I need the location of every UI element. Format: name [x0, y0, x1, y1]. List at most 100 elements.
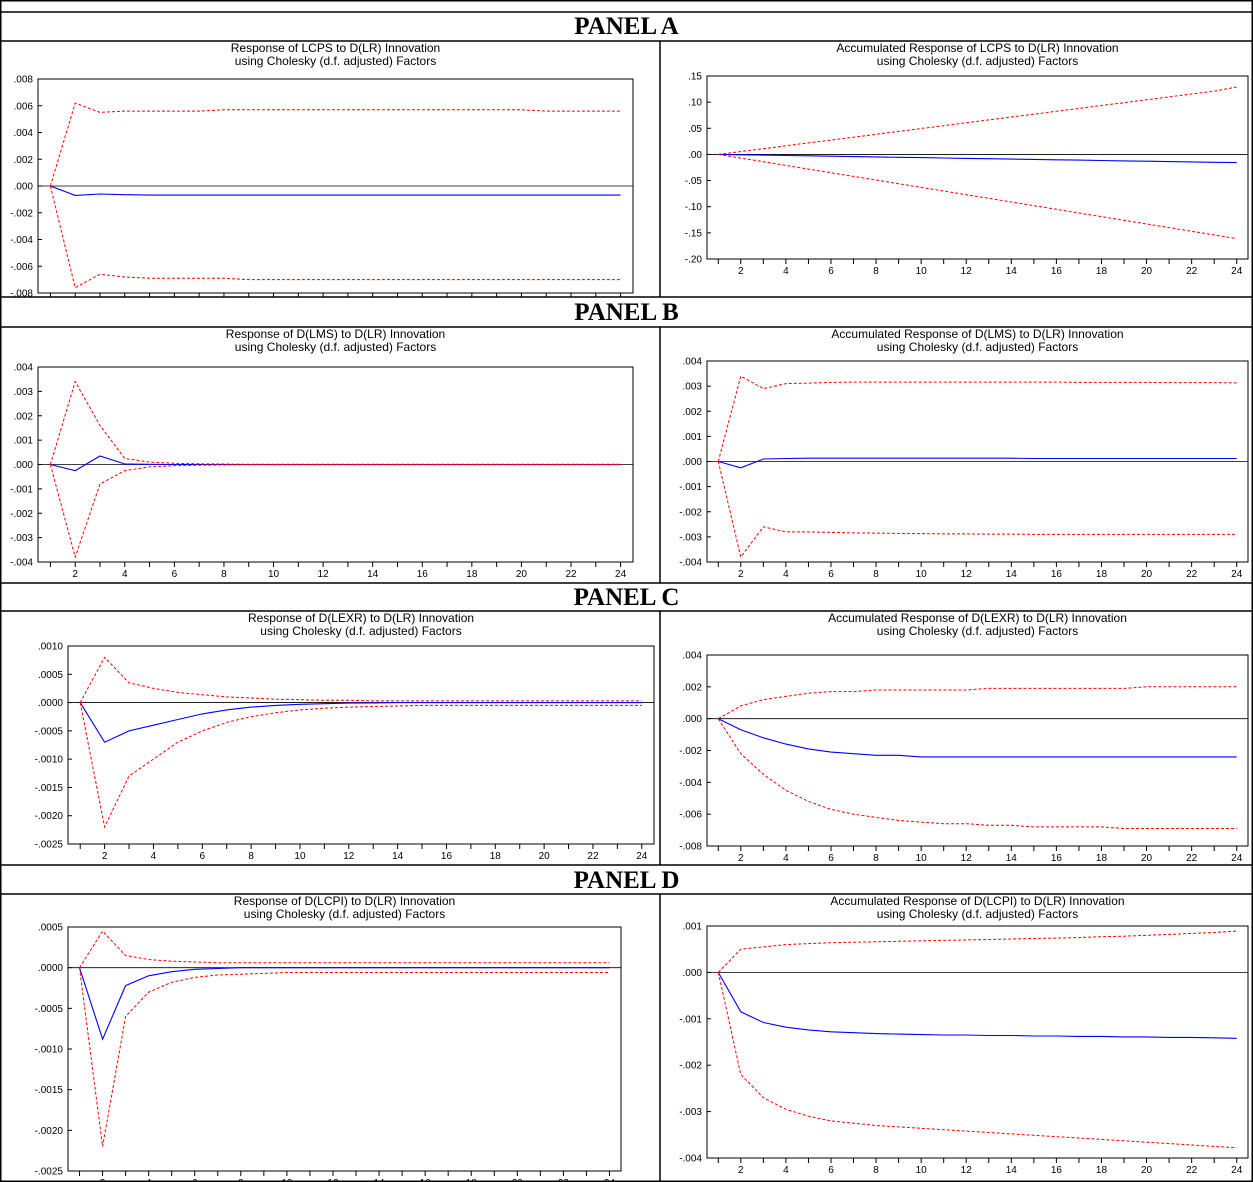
- x-tick-label: 4: [783, 1165, 789, 1176]
- y-tick-label: .000: [14, 460, 34, 471]
- chart-title-line: Accumulated Response of D(LMS) to D(LR) …: [831, 327, 1123, 341]
- y-tick-label: .004: [683, 357, 703, 368]
- x-tick-label: 6: [192, 1178, 198, 1182]
- confidence-band-upper: [717, 375, 1237, 462]
- y-tick-label: -.0020: [35, 811, 64, 822]
- y-tick-label: .004: [14, 363, 34, 374]
- x-tick-label: 22: [1186, 569, 1198, 580]
- chart-panel-d-response: Response of D(LCPI) to D(LR) Innovationu…: [35, 894, 622, 1182]
- chart-title-line: using Cholesky (d.f. adjusted) Factors: [877, 624, 1078, 638]
- y-tick-label: .002: [683, 407, 703, 418]
- x-tick-label: 6: [828, 853, 834, 864]
- x-tick-label: 20: [1141, 853, 1153, 864]
- confidence-band-upper: [79, 930, 610, 968]
- x-tick-label: 22: [1186, 266, 1198, 277]
- chart-title-line: Accumulated Response of D(LEXR) to D(LR)…: [828, 611, 1127, 625]
- confidence-band-lower: [717, 972, 1237, 1149]
- x-tick-label: 18: [490, 851, 502, 862]
- y-tick-label: .000: [683, 457, 703, 468]
- y-tick-label: -.006: [10, 262, 33, 273]
- x-tick-label: 4: [783, 569, 789, 580]
- impulse-response-line: [718, 718, 1237, 758]
- x-tick-label: 20: [516, 569, 528, 580]
- plot-frame: [706, 925, 1249, 1159]
- x-tick-label: 4: [151, 851, 157, 862]
- y-tick-label: .002: [14, 411, 34, 422]
- y-tick-label: -.004: [679, 558, 702, 569]
- x-tick-label: 8: [873, 853, 879, 864]
- y-tick-label: -.003: [679, 532, 702, 543]
- x-tick-label: 8: [873, 266, 879, 277]
- x-tick-label: 8: [221, 569, 227, 580]
- y-tick-label: -.0010: [35, 1045, 64, 1056]
- y-tick-label: .000: [683, 968, 703, 979]
- x-tick-label: 12: [327, 1178, 339, 1182]
- plot-frame: [67, 645, 655, 845]
- y-tick-label: .003: [683, 382, 703, 393]
- y-tick-label: .0010: [38, 642, 63, 653]
- y-tick-label: .10: [688, 98, 702, 109]
- y-tick-label: .0000: [38, 698, 63, 709]
- y-tick-label: -.004: [10, 558, 33, 569]
- x-tick-label: 12: [343, 851, 355, 862]
- x-tick-label: 18: [1096, 266, 1108, 277]
- y-tick-label: -.003: [10, 533, 33, 544]
- x-tick-label: 16: [1051, 1165, 1063, 1176]
- x-tick-label: 10: [916, 853, 928, 864]
- x-tick-label: 8: [248, 851, 254, 862]
- x-tick-label: 2: [738, 266, 744, 277]
- chart-title-line: using Cholesky (d.f. adjusted) Factors: [877, 54, 1078, 68]
- x-tick-label: 24: [1231, 569, 1243, 580]
- confidence-band-lower: [49, 185, 621, 289]
- y-tick-label: -.004: [10, 235, 33, 246]
- x-tick-label: 24: [636, 851, 648, 862]
- y-tick-label: .008: [14, 75, 34, 86]
- x-tick-label: 22: [1186, 1165, 1198, 1176]
- confidence-band-upper: [718, 86, 1237, 155]
- x-tick-label: 10: [916, 1165, 928, 1176]
- x-tick-label: 2: [738, 1165, 744, 1176]
- chart-title-line: using Cholesky (d.f. adjusted) Factors: [260, 624, 461, 638]
- y-tick-label: .05: [688, 124, 702, 135]
- y-tick-label: -.002: [679, 746, 702, 757]
- panel-d-heading: PANEL D: [573, 867, 680, 894]
- x-tick-label: 18: [1096, 1165, 1108, 1176]
- impulse-response-line: [50, 455, 621, 472]
- y-tick-label: -.05: [685, 176, 703, 187]
- chart-title-line: using Cholesky (d.f. adjusted) Factors: [235, 340, 436, 354]
- chart-panel-b-response: Response of D(LMS) to D(LR) Innovationus…: [10, 327, 634, 580]
- x-tick-label: 8: [873, 1165, 879, 1176]
- y-tick-label: -.004: [679, 1154, 702, 1165]
- chart-panel-c-response: Response of D(LEXR) to D(LR) Innovationu…: [35, 611, 655, 862]
- y-tick-label: -.006: [679, 810, 702, 821]
- confidence-band-upper: [717, 930, 1237, 973]
- x-tick-label: 4: [783, 853, 789, 864]
- x-tick-label: 12: [318, 569, 330, 580]
- y-tick-label: .002: [683, 682, 703, 693]
- x-tick-label: 8: [873, 569, 879, 580]
- y-tick-label: -.002: [679, 507, 702, 518]
- chart-title-line: Response of D(LCPI) to D(LR) Innovation: [234, 894, 455, 908]
- x-tick-label: 16: [1051, 266, 1063, 277]
- x-tick-label: 24: [615, 569, 627, 580]
- x-tick-label: 24: [1231, 853, 1243, 864]
- y-tick-label: .002: [14, 155, 34, 166]
- confidence-band-lower: [49, 464, 621, 559]
- confidence-band-upper: [79, 656, 642, 703]
- y-tick-label: .0005: [38, 670, 63, 681]
- y-tick-label: -.008: [679, 842, 702, 853]
- y-tick-label: .000: [683, 714, 703, 725]
- x-tick-label: 2: [102, 851, 108, 862]
- y-tick-label: -.001: [679, 482, 702, 493]
- y-tick-label: -.0020: [35, 1126, 64, 1137]
- chart-title-line: using Cholesky (d.f. adjusted) Factors: [877, 340, 1078, 354]
- y-tick-label: -.0025: [35, 840, 64, 851]
- y-tick-label: -.0010: [35, 755, 64, 766]
- y-tick-label: -.15: [685, 228, 703, 239]
- plot-frame: [706, 75, 1249, 260]
- y-tick-label: -.0005: [35, 1004, 64, 1015]
- x-tick-label: 2: [72, 569, 78, 580]
- x-tick-label: 6: [172, 569, 178, 580]
- x-tick-label: 16: [1051, 853, 1063, 864]
- y-tick-label: -.10: [685, 202, 703, 213]
